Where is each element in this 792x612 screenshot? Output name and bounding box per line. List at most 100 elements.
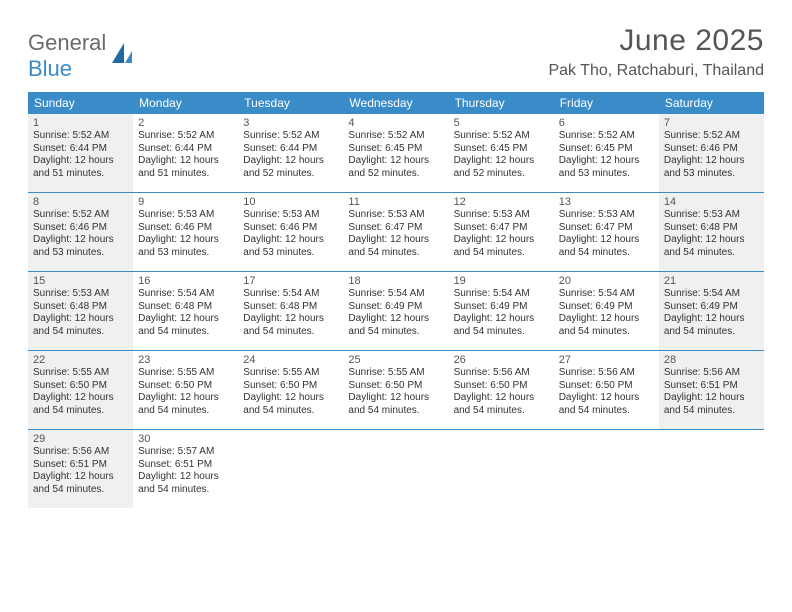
sunset-text: Sunset: 6:47 PM bbox=[454, 222, 549, 235]
daylight-text: Daylight: 12 hours bbox=[243, 234, 338, 247]
logo-word-1: General bbox=[28, 30, 106, 55]
daylight-text: Daylight: 12 hours bbox=[664, 313, 759, 326]
sunrise-text: Sunrise: 5:52 AM bbox=[243, 130, 338, 143]
daylight-text: Daylight: 12 hours bbox=[664, 155, 759, 168]
calendar-cell: 4Sunrise: 5:52 AMSunset: 6:45 PMDaylight… bbox=[343, 114, 448, 192]
calendar-cell: 14Sunrise: 5:53 AMSunset: 6:48 PMDayligh… bbox=[659, 193, 764, 271]
calendar-cell: 9Sunrise: 5:53 AMSunset: 6:46 PMDaylight… bbox=[133, 193, 238, 271]
sunrise-text: Sunrise: 5:53 AM bbox=[559, 209, 654, 222]
calendar-cell: 3Sunrise: 5:52 AMSunset: 6:44 PMDaylight… bbox=[238, 114, 343, 192]
day-number: 26 bbox=[454, 354, 549, 366]
daylight-text: Daylight: 12 hours bbox=[33, 392, 128, 405]
sunset-text: Sunset: 6:44 PM bbox=[33, 143, 128, 156]
daylight-text: Daylight: 12 hours bbox=[348, 392, 443, 405]
sunrise-text: Sunrise: 5:52 AM bbox=[664, 130, 759, 143]
calendar-cell-empty bbox=[659, 430, 764, 508]
daylight-text: Daylight: 12 hours bbox=[138, 155, 233, 168]
weekday-header: Tuesday bbox=[238, 92, 343, 114]
daylight-text: and 54 minutes. bbox=[348, 326, 443, 339]
sunset-text: Sunset: 6:47 PM bbox=[559, 222, 654, 235]
sunset-text: Sunset: 6:51 PM bbox=[138, 459, 233, 472]
sunrise-text: Sunrise: 5:56 AM bbox=[454, 367, 549, 380]
sunset-text: Sunset: 6:46 PM bbox=[664, 143, 759, 156]
weekday-header: Thursday bbox=[449, 92, 554, 114]
daylight-text: and 54 minutes. bbox=[138, 484, 233, 497]
calendar-cell: 21Sunrise: 5:54 AMSunset: 6:49 PMDayligh… bbox=[659, 272, 764, 350]
daylight-text: Daylight: 12 hours bbox=[454, 392, 549, 405]
sunrise-text: Sunrise: 5:56 AM bbox=[33, 446, 128, 459]
daylight-text: Daylight: 12 hours bbox=[559, 234, 654, 247]
day-number: 5 bbox=[454, 117, 549, 129]
daylight-text: Daylight: 12 hours bbox=[243, 313, 338, 326]
daylight-text: and 54 minutes. bbox=[138, 326, 233, 339]
sunrise-text: Sunrise: 5:54 AM bbox=[243, 288, 338, 301]
sunset-text: Sunset: 6:45 PM bbox=[348, 143, 443, 156]
calendar-cell-empty bbox=[238, 430, 343, 508]
daylight-text: Daylight: 12 hours bbox=[348, 155, 443, 168]
calendar-cell: 15Sunrise: 5:53 AMSunset: 6:48 PMDayligh… bbox=[28, 272, 133, 350]
day-number: 16 bbox=[138, 275, 233, 287]
daylight-text: and 54 minutes. bbox=[454, 247, 549, 260]
calendar-cell: 26Sunrise: 5:56 AMSunset: 6:50 PMDayligh… bbox=[449, 351, 554, 429]
calendar-cell: 17Sunrise: 5:54 AMSunset: 6:48 PMDayligh… bbox=[238, 272, 343, 350]
calendar-week-row: 8Sunrise: 5:52 AMSunset: 6:46 PMDaylight… bbox=[28, 193, 764, 272]
day-number: 15 bbox=[33, 275, 128, 287]
sunset-text: Sunset: 6:49 PM bbox=[454, 301, 549, 314]
calendar-cell: 2Sunrise: 5:52 AMSunset: 6:44 PMDaylight… bbox=[133, 114, 238, 192]
calendar-cell: 23Sunrise: 5:55 AMSunset: 6:50 PMDayligh… bbox=[133, 351, 238, 429]
calendar-cell: 19Sunrise: 5:54 AMSunset: 6:49 PMDayligh… bbox=[449, 272, 554, 350]
daylight-text: and 52 minutes. bbox=[454, 168, 549, 181]
sunrise-text: Sunrise: 5:56 AM bbox=[664, 367, 759, 380]
month-title: June 2025 bbox=[548, 24, 764, 58]
daylight-text: and 54 minutes. bbox=[454, 326, 549, 339]
sunrise-text: Sunrise: 5:53 AM bbox=[243, 209, 338, 222]
day-number: 27 bbox=[559, 354, 654, 366]
daylight-text: and 54 minutes. bbox=[33, 405, 128, 418]
sunset-text: Sunset: 6:45 PM bbox=[559, 143, 654, 156]
logo-word-2: Blue bbox=[28, 56, 72, 81]
calendar-week-row: 29Sunrise: 5:56 AMSunset: 6:51 PMDayligh… bbox=[28, 430, 764, 508]
daylight-text: Daylight: 12 hours bbox=[138, 234, 233, 247]
day-number: 11 bbox=[348, 196, 443, 208]
calendar-cell: 29Sunrise: 5:56 AMSunset: 6:51 PMDayligh… bbox=[28, 430, 133, 508]
calendar-cell: 20Sunrise: 5:54 AMSunset: 6:49 PMDayligh… bbox=[554, 272, 659, 350]
sunset-text: Sunset: 6:47 PM bbox=[348, 222, 443, 235]
day-number: 21 bbox=[664, 275, 759, 287]
day-number: 18 bbox=[348, 275, 443, 287]
sunrise-text: Sunrise: 5:52 AM bbox=[559, 130, 654, 143]
daylight-text: and 52 minutes. bbox=[348, 168, 443, 181]
calendar-cell-empty bbox=[449, 430, 554, 508]
daylight-text: and 54 minutes. bbox=[348, 247, 443, 260]
sunrise-text: Sunrise: 5:56 AM bbox=[559, 367, 654, 380]
sunset-text: Sunset: 6:45 PM bbox=[454, 143, 549, 156]
daylight-text: Daylight: 12 hours bbox=[348, 234, 443, 247]
daylight-text: Daylight: 12 hours bbox=[559, 392, 654, 405]
sunrise-text: Sunrise: 5:54 AM bbox=[664, 288, 759, 301]
calendar-cell: 22Sunrise: 5:55 AMSunset: 6:50 PMDayligh… bbox=[28, 351, 133, 429]
sunset-text: Sunset: 6:51 PM bbox=[664, 380, 759, 393]
sunrise-text: Sunrise: 5:53 AM bbox=[664, 209, 759, 222]
daylight-text: and 54 minutes. bbox=[559, 405, 654, 418]
sunset-text: Sunset: 6:51 PM bbox=[33, 459, 128, 472]
day-number: 19 bbox=[454, 275, 549, 287]
day-number: 17 bbox=[243, 275, 338, 287]
day-number: 29 bbox=[33, 433, 128, 445]
calendar-cell: 24Sunrise: 5:55 AMSunset: 6:50 PMDayligh… bbox=[238, 351, 343, 429]
daylight-text: Daylight: 12 hours bbox=[664, 392, 759, 405]
day-number: 30 bbox=[138, 433, 233, 445]
title-block: June 2025 Pak Tho, Ratchaburi, Thailand bbox=[548, 24, 764, 80]
day-number: 2 bbox=[138, 117, 233, 129]
daylight-text: and 54 minutes. bbox=[348, 405, 443, 418]
calendar-cell: 12Sunrise: 5:53 AMSunset: 6:47 PMDayligh… bbox=[449, 193, 554, 271]
day-number: 4 bbox=[348, 117, 443, 129]
calendar-cell: 30Sunrise: 5:57 AMSunset: 6:51 PMDayligh… bbox=[133, 430, 238, 508]
daylight-text: and 54 minutes. bbox=[33, 484, 128, 497]
day-number: 14 bbox=[664, 196, 759, 208]
sunrise-text: Sunrise: 5:54 AM bbox=[138, 288, 233, 301]
daylight-text: and 51 minutes. bbox=[33, 168, 128, 181]
sunset-text: Sunset: 6:46 PM bbox=[243, 222, 338, 235]
sunrise-text: Sunrise: 5:57 AM bbox=[138, 446, 233, 459]
weekday-header: Wednesday bbox=[343, 92, 448, 114]
calendar-cell: 7Sunrise: 5:52 AMSunset: 6:46 PMDaylight… bbox=[659, 114, 764, 192]
day-number: 7 bbox=[664, 117, 759, 129]
